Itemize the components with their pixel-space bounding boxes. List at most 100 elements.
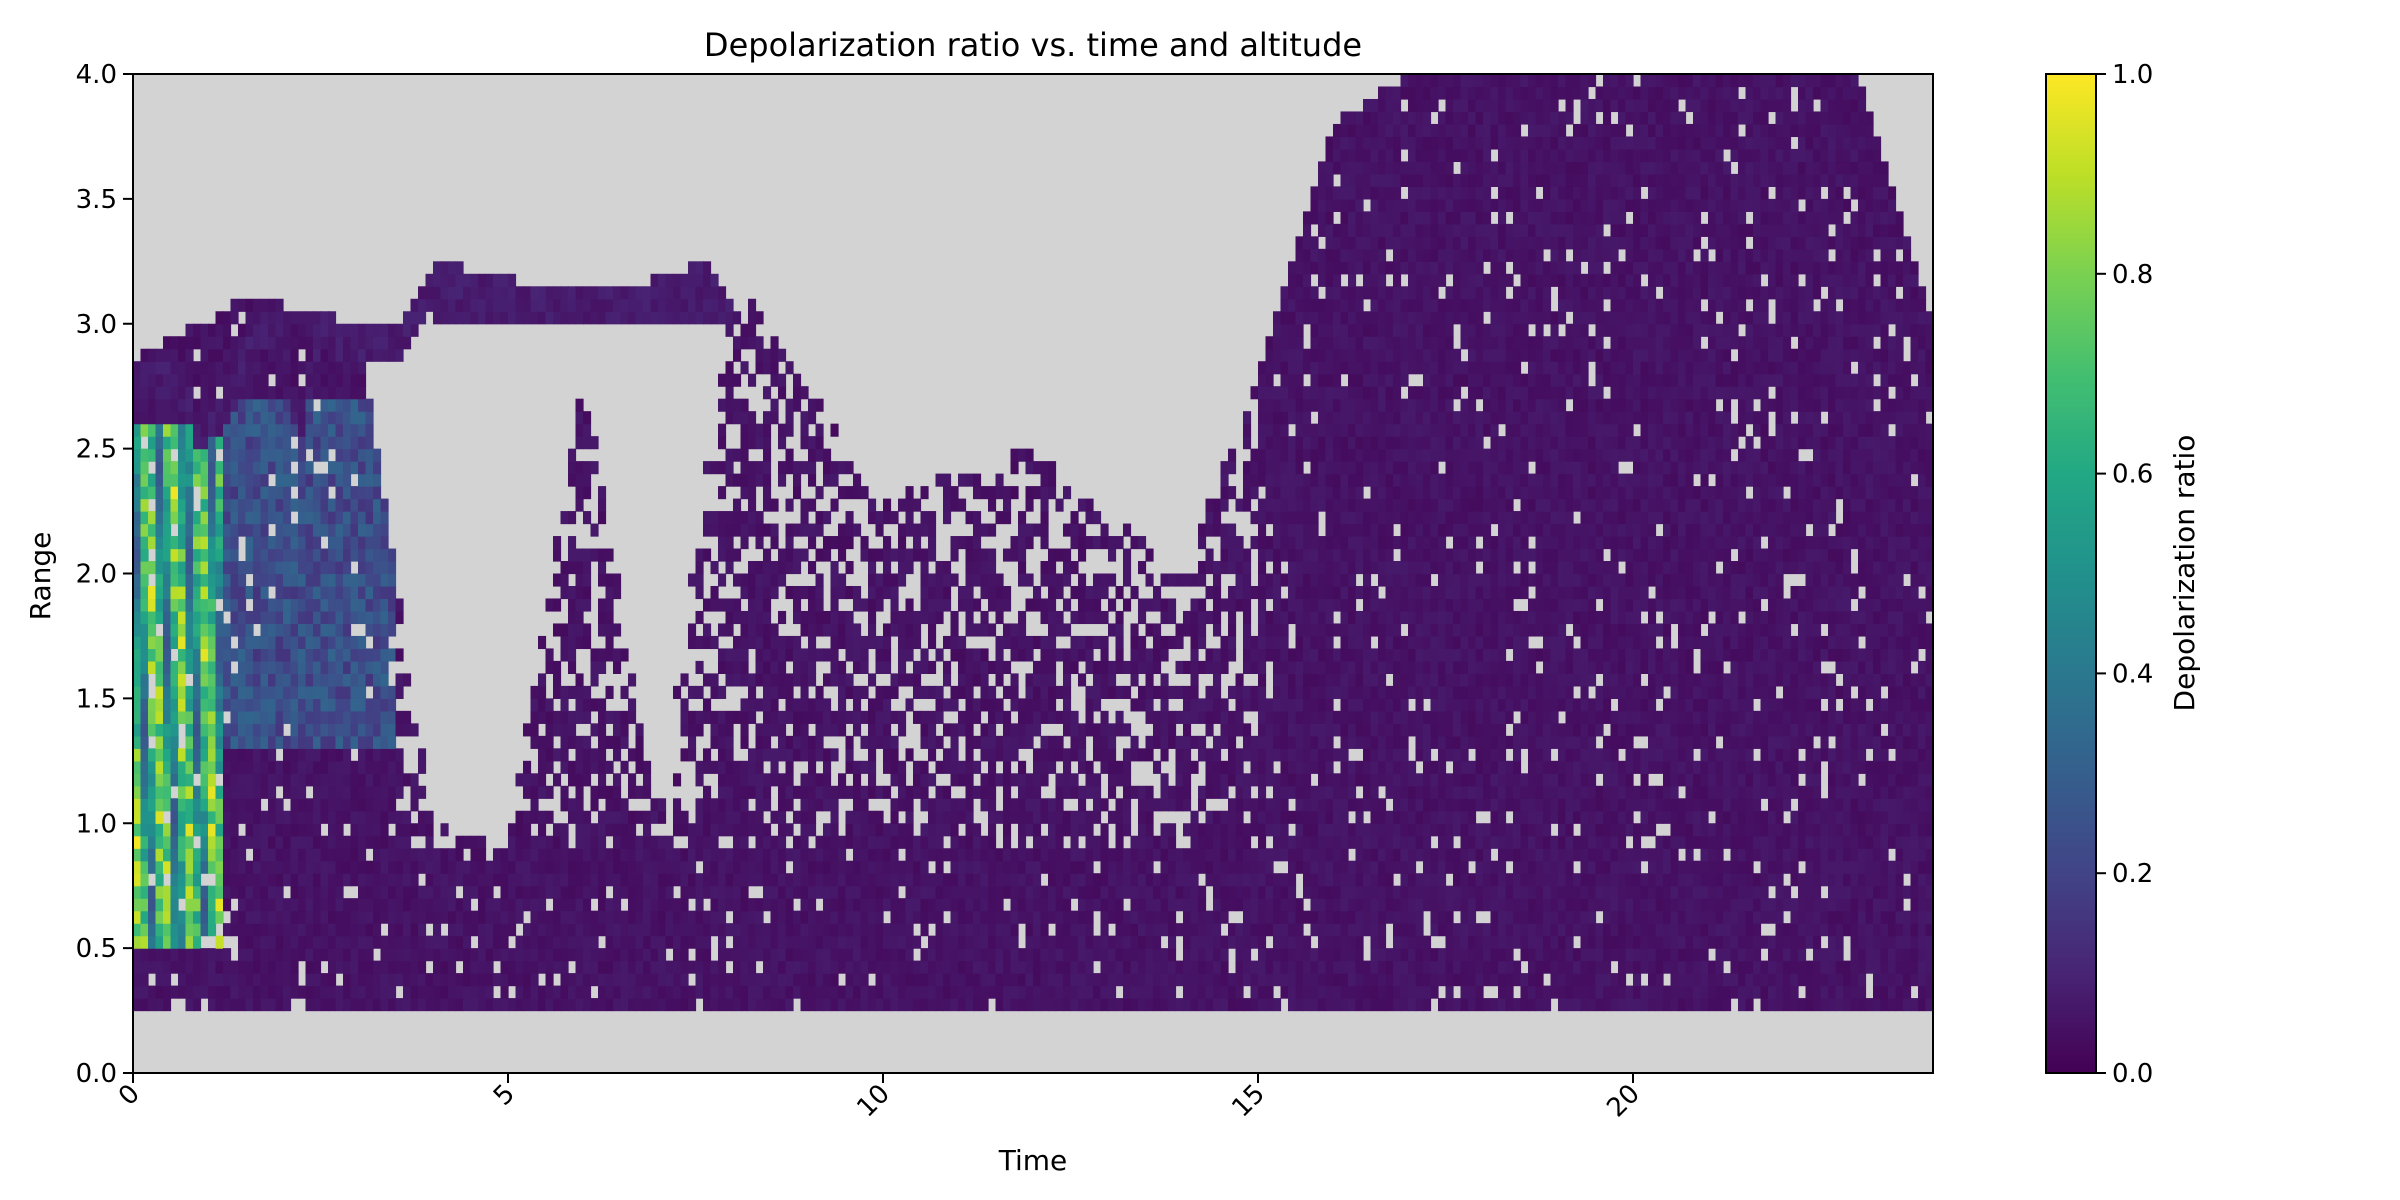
heatmap-cell [808,748,817,762]
heatmap-cell [185,698,194,712]
heatmap-cell [905,860,914,874]
heatmap-cell [365,760,374,774]
heatmap-cell [545,910,554,924]
heatmap-cell [725,973,734,987]
heatmap-cell [403,948,412,962]
heatmap-cell [830,885,839,899]
heatmap-cell [245,411,254,425]
heatmap-cell [1190,760,1199,774]
heatmap-cell [320,810,329,824]
heatmap-cell [830,498,839,512]
heatmap-cell [898,648,907,662]
heatmap-cell [200,948,209,962]
heatmap-cell [193,735,202,749]
heatmap-cell [988,960,997,974]
heatmap-cell [163,673,172,687]
heatmap-cell [568,610,577,625]
heatmap-cell [185,760,194,774]
heatmap-cell [433,998,442,1012]
heatmap-cell [913,660,922,674]
heatmap-cell [320,311,329,325]
heatmap-cell [958,598,967,612]
heatmap-cell [178,935,187,949]
heatmap-cell [298,561,307,575]
heatmap-cell [208,773,217,787]
heatmap-cell [988,735,997,749]
heatmap-cell [193,948,202,962]
heatmap-cell [260,860,269,874]
heatmap-cell [223,948,232,962]
heatmap-cell [980,648,989,662]
heatmap-cell [395,810,404,824]
heatmap-cell [733,411,742,425]
heatmap-cell [530,860,539,874]
heatmap-cell [1033,835,1042,849]
heatmap-cell [313,610,322,625]
heatmap-cell [1025,523,1034,537]
heatmap-cell [253,898,262,912]
heatmap-cell [740,873,749,887]
heatmap-cell [523,848,532,862]
heatmap-cell [800,585,809,600]
heatmap-cell [335,785,344,799]
heatmap-cell [418,923,427,937]
heatmap-cell [830,960,839,974]
heatmap-cell [868,635,877,650]
heatmap-cell [605,710,614,724]
heatmap-cell [238,910,247,924]
heatmap-cell [140,648,149,662]
heatmap-cell [253,823,262,837]
heatmap-cell [590,948,599,962]
heatmap-cell [298,523,307,537]
heatmap-cell [943,573,952,587]
heatmap-cell [260,785,269,799]
heatmap-cell [358,660,367,674]
heatmap-cell [470,960,479,974]
heatmap-cell [200,848,209,862]
heatmap-cell [748,873,757,887]
heatmap-cell [935,598,944,612]
heatmap-cell [733,948,742,962]
heatmap-cell [808,848,817,862]
heatmap-cell [1115,610,1124,625]
heatmap-cell [373,935,382,949]
heatmap-cell [163,635,172,650]
heatmap-cell [1123,798,1132,812]
heatmap-cell [163,948,172,962]
heatmap-cell [568,461,577,475]
heatmap-cell [943,635,952,650]
heatmap-cell [658,923,667,937]
heatmap-cell [643,848,652,862]
heatmap-cell [268,785,277,799]
heatmap-cell [230,723,239,737]
heatmap-cell [553,960,562,974]
heatmap-cell [343,635,352,650]
heatmap-cell [868,548,877,562]
heatmap-cell [365,785,374,799]
heatmap-cell [200,960,209,974]
heatmap-cell [673,873,682,887]
heatmap-cell [965,548,974,562]
heatmap-cell [343,798,352,812]
heatmap-cell [275,323,284,337]
heatmap-cell [988,873,997,887]
heatmap-cell [725,673,734,687]
heatmap-cell [328,336,337,350]
heatmap-cell [1048,461,1057,475]
heatmap-cell [140,660,149,674]
heatmap-cell [988,561,997,575]
heatmap-cell [455,973,464,987]
heatmap-cell [1190,823,1199,837]
heatmap-cell [845,835,854,849]
heatmap-cell [170,373,179,387]
heatmap-cell [463,998,472,1012]
heatmap-cell [170,361,179,375]
heatmap-cell [268,710,277,724]
heatmap-cell [733,523,742,537]
heatmap-cell [448,298,457,312]
heatmap-cell [853,723,862,737]
heatmap-cell [305,648,314,662]
heatmap-cell [913,935,922,949]
heatmap-cell [223,760,232,774]
heatmap-cell [680,298,689,312]
